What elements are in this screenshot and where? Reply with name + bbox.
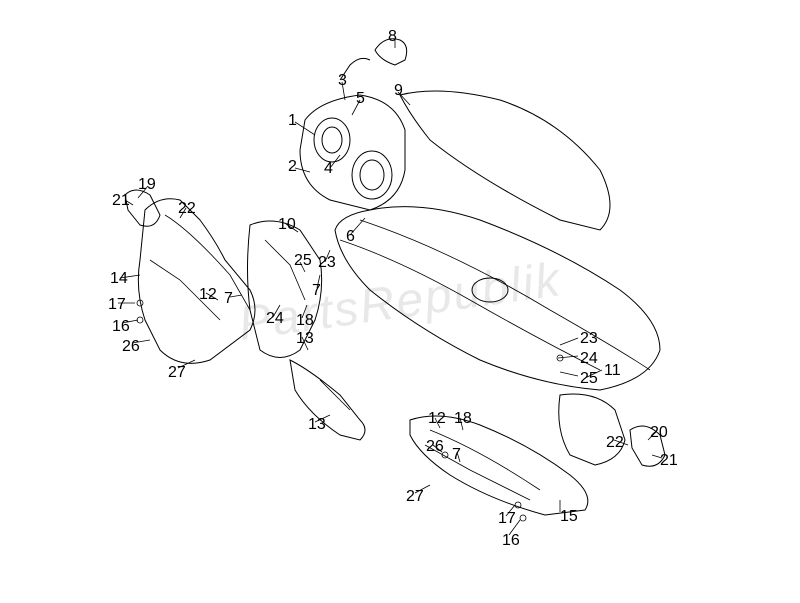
callout-17b: 17	[498, 510, 516, 528]
callout-12b: 12	[428, 410, 446, 428]
callout-7c: 7	[452, 446, 461, 464]
callout-19: 19	[138, 176, 156, 194]
callout-18b: 18	[454, 410, 472, 428]
callout-27: 27	[168, 364, 186, 382]
callout-13: 13	[296, 330, 314, 348]
callout-27b: 27	[406, 488, 424, 506]
callout-26: 26	[122, 338, 140, 356]
callout-7b: 7	[312, 282, 321, 300]
callout-1: 1	[288, 112, 297, 130]
callout-17: 17	[108, 296, 126, 314]
callout-23b: 23	[580, 330, 598, 348]
callout-20: 20	[650, 424, 668, 442]
callout-10: 10	[278, 216, 296, 234]
callout-15: 15	[560, 508, 578, 526]
callout-26b: 26	[426, 438, 444, 456]
callout-25: 25	[294, 252, 312, 270]
callout-3: 3	[338, 72, 347, 90]
callout-4: 4	[324, 160, 333, 178]
callout-24b: 24	[580, 350, 598, 368]
callout-9: 9	[394, 82, 403, 100]
callout-22b: 22	[606, 434, 624, 452]
callout-16: 16	[112, 318, 130, 336]
callout-13b: 13	[308, 416, 326, 434]
callout-2: 2	[288, 158, 297, 176]
callout-5: 5	[356, 90, 365, 108]
callout-18: 18	[296, 312, 314, 330]
callout-14: 14	[110, 270, 128, 288]
callout-8: 8	[388, 28, 397, 46]
callout-21: 21	[112, 192, 130, 210]
callout-12: 12	[199, 286, 217, 304]
callout-16b: 16	[502, 532, 520, 550]
callout-7: 7	[224, 290, 233, 308]
callout-25b: 25	[580, 370, 598, 388]
parts-diagram: PartsRepublik	[0, 0, 800, 603]
callout-11: 11	[604, 362, 621, 380]
callout-22: 22	[178, 200, 196, 218]
callout-23: 23	[318, 254, 336, 272]
callout-24: 24	[266, 310, 284, 328]
callout-6: 6	[346, 228, 355, 246]
callout-21b: 21	[660, 452, 678, 470]
